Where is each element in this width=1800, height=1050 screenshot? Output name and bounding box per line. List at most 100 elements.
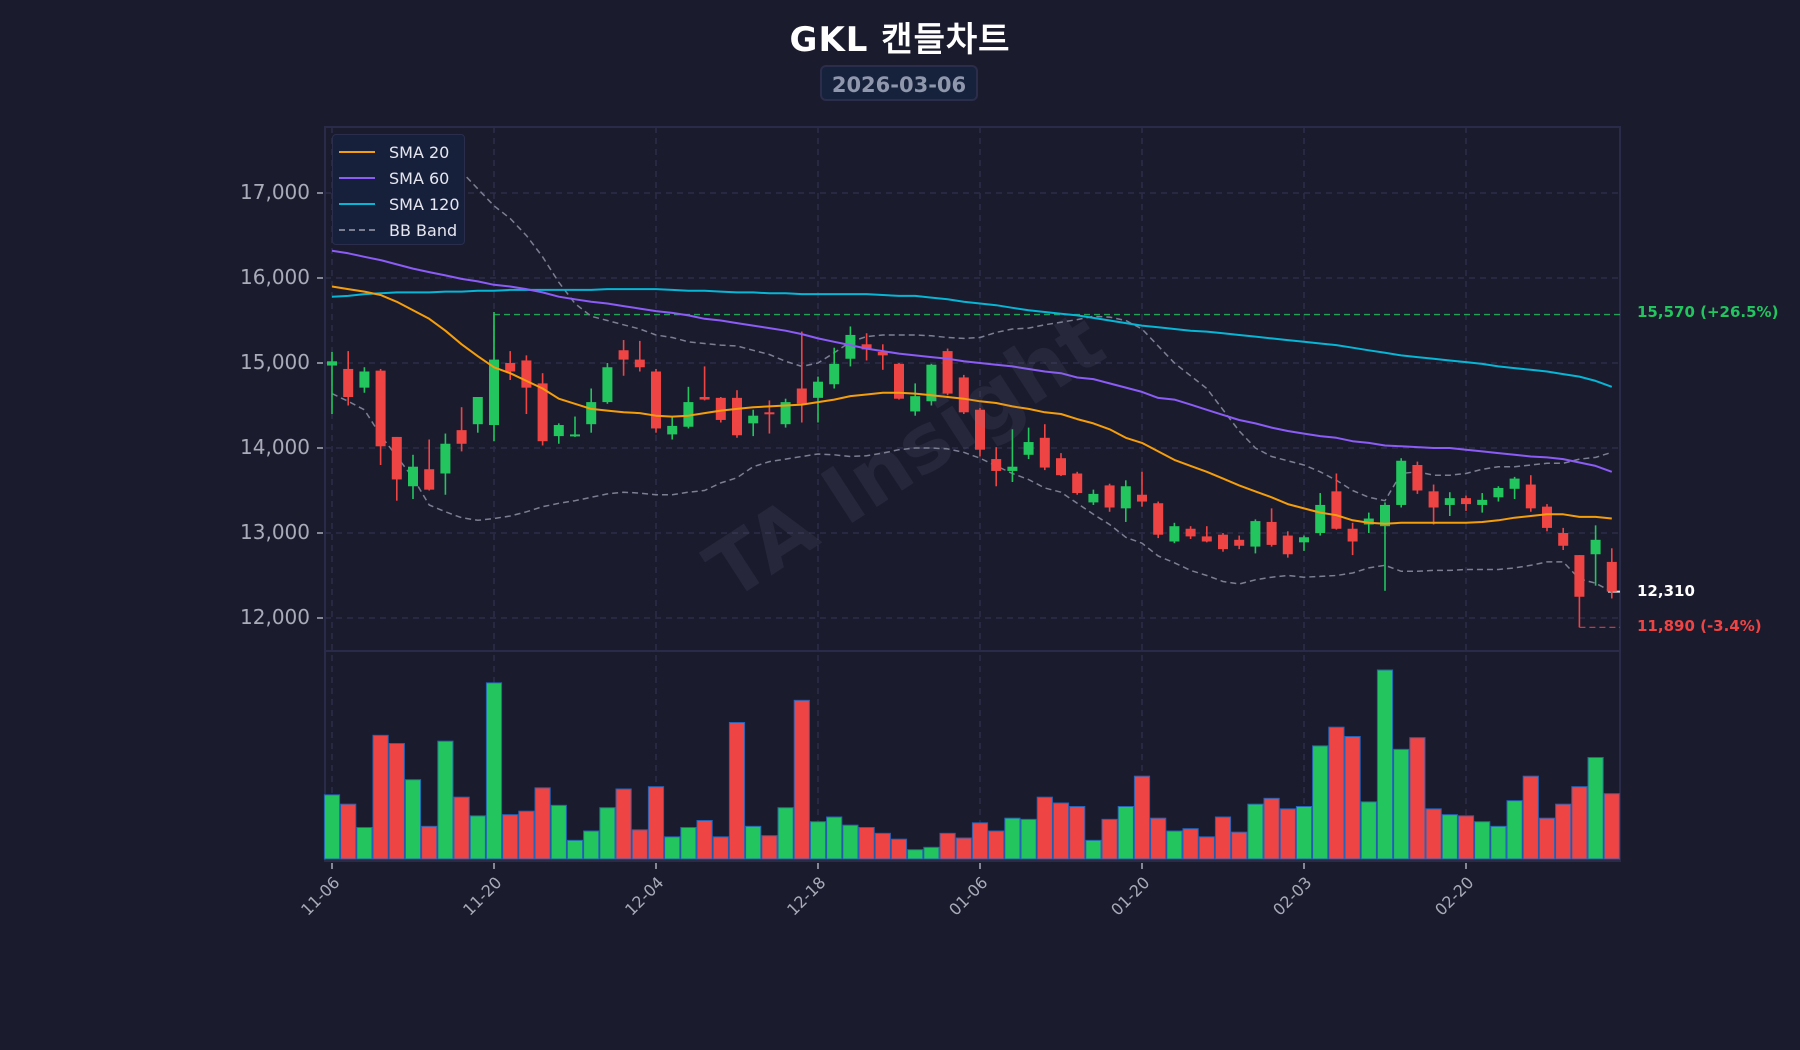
volume-bar [1587,757,1604,860]
volume-bar [323,794,341,860]
resistance-label: 15,570 (+26.5%) [1637,303,1779,321]
candle [1525,484,1536,509]
candle [975,409,985,450]
candle [1023,442,1034,455]
volume-bar [1538,817,1556,860]
y-tick-label: 13,000 [240,520,310,544]
candle [1331,491,1342,529]
volume-bar [890,838,908,860]
volume-bar [988,830,1005,860]
candle [942,351,953,394]
volume-bar [469,815,486,860]
candle [456,430,467,444]
bb-dashed-line-icon [339,229,375,231]
legend-item-sma120: SMA 120 [333,191,464,217]
volume-bar [842,824,859,860]
volume-bar [502,814,519,860]
volume-bar [1117,806,1134,860]
volume-bar [404,779,422,860]
volume-bar [680,827,697,860]
volume-bar [485,682,503,860]
candle [1218,534,1228,550]
sma120-line-icon [339,203,375,205]
sma20-line [331,285,1612,525]
candle [764,412,775,415]
candle [1363,518,1374,525]
legend-item-sma20: SMA 20 [333,139,464,165]
candle [1039,437,1050,468]
candle [537,383,548,442]
date-badge: 2026-03-06 [820,65,978,101]
volume-panel [324,650,1621,862]
volume-bar [437,740,454,860]
volume-bar [1457,815,1475,860]
volume-bar [388,743,405,860]
volume-bar [1182,828,1199,860]
volume-bar [745,825,762,860]
candle [1574,555,1585,597]
volume-bar [728,722,746,860]
candle [602,367,613,403]
candle [699,397,710,400]
sma60-line [331,249,1613,473]
candle [634,359,645,368]
volume-bar [1522,775,1539,860]
volume-bar [583,830,600,860]
volume-bar [1490,825,1507,860]
volume-bar [1085,839,1102,860]
candle [748,415,759,424]
volume-bar [534,787,551,860]
candle [1412,465,1423,491]
candle [796,388,807,404]
volume-bar [1279,808,1296,860]
support-label: 11,890 (-3.4%) [1637,617,1762,635]
candle [1056,458,1066,476]
bb-lower-line [331,392,1613,593]
volume-bar [1555,803,1572,860]
volume-bar [1409,737,1426,860]
candle [1137,494,1147,502]
volume-bar [923,846,940,860]
y-tick-label: 14,000 [240,435,310,459]
volume-bar [615,788,632,860]
candle [1169,526,1180,542]
volume-bar [777,807,794,860]
volume-bar [1052,802,1070,860]
volume-bar [372,734,389,860]
candle [424,469,435,490]
volume-bar [955,837,972,860]
volume-bar [1360,801,1377,860]
volume-bar [761,835,778,860]
candle [1299,537,1309,543]
candle [861,344,872,350]
volume-bar [1474,821,1491,860]
volume-bar [809,821,827,860]
volume-bar [1150,817,1167,860]
volume-bar [453,796,470,860]
volume-bar [1036,796,1053,860]
volume-bar [1295,806,1313,860]
candle [1185,528,1196,537]
candle [553,425,564,437]
candle [780,402,791,425]
volume-bar [664,836,681,860]
candle [1493,487,1504,498]
candle [359,371,370,388]
candle [343,368,354,397]
candle [1282,535,1293,555]
candle [1153,503,1164,535]
volume-bar [826,816,843,860]
sma60-line-icon [339,177,375,179]
candle [1428,491,1439,508]
candle [651,371,661,429]
volume-bar [1231,831,1248,860]
candle [813,381,823,398]
volume-bar [1101,818,1118,860]
candle [1250,521,1261,547]
y-tick-label: 12,000 [240,605,310,629]
candle [327,361,337,366]
candle [1315,504,1326,533]
candle [926,364,937,402]
volume-bar [1571,786,1588,860]
